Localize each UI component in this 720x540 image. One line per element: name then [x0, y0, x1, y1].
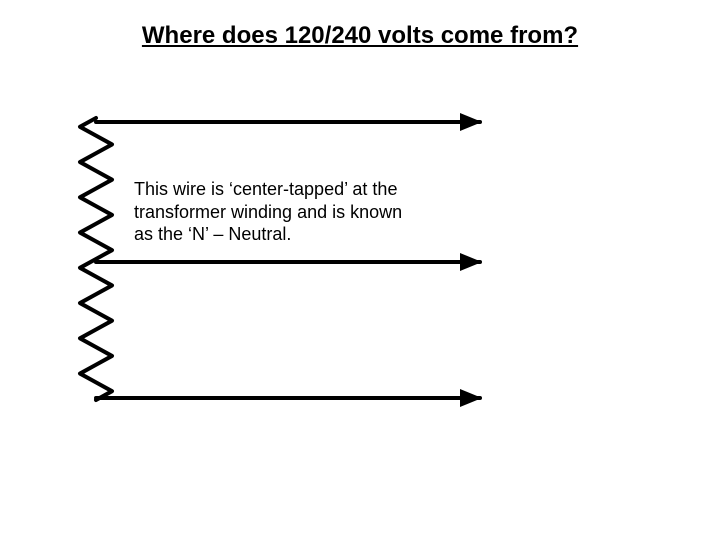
transformer-diagram [0, 0, 720, 540]
neutral-caption: This wire is ‘center-tapped’ at the tran… [134, 178, 494, 246]
arrowhead-icon [460, 389, 482, 407]
arrowhead-icon [460, 113, 482, 131]
coil-winding [80, 118, 112, 400]
arrowhead-icon [460, 253, 482, 271]
slide: Where does 120/240 volts come from? This… [0, 0, 720, 540]
